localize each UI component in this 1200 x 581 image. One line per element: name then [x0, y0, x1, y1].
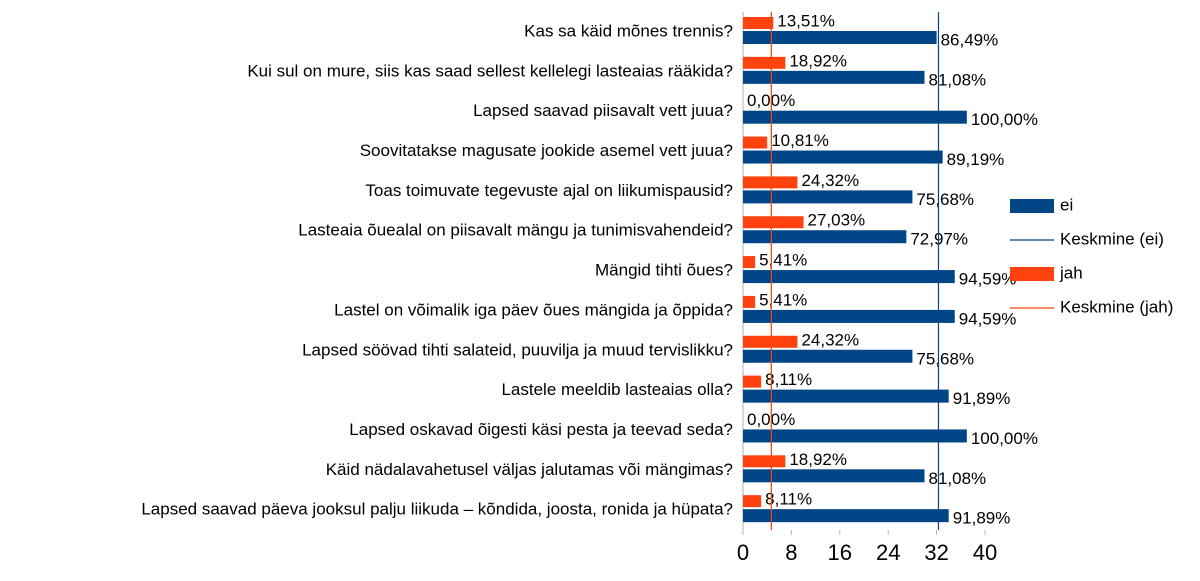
bar — [743, 389, 949, 403]
bar — [743, 136, 768, 149]
category-label: Lapsed saavad päeva jooksul palju liikud… — [141, 500, 733, 519]
legend-label: ei — [1060, 195, 1073, 214]
bar — [743, 230, 907, 244]
bar — [743, 176, 798, 189]
value-label: 18,92% — [789, 450, 847, 469]
value-label: 94,59% — [959, 309, 1017, 328]
value-label: 24,32% — [801, 171, 859, 190]
bar — [743, 110, 967, 124]
value-label: 10,81% — [771, 131, 829, 150]
value-label: 94,59% — [959, 270, 1017, 289]
value-label: 13,51% — [777, 11, 835, 30]
legend-label: Keskmine (jah) — [1060, 297, 1173, 316]
bar — [743, 150, 943, 164]
value-label: 91,89% — [953, 509, 1011, 528]
value-label: 81,08% — [929, 70, 987, 89]
value-label: 100,00% — [971, 429, 1038, 448]
legend-label: Keskmine (ei) — [1060, 229, 1164, 248]
bar — [743, 349, 913, 363]
value-label: 75,68% — [916, 190, 974, 209]
value-label: 5,41% — [759, 290, 807, 309]
category-label: Kui sul on mure, siis kas saad sellest k… — [247, 61, 733, 80]
category-label: Mängid tihti õues? — [595, 261, 733, 280]
bar — [743, 56, 786, 69]
value-label: 18,92% — [789, 51, 847, 70]
value-label: 72,97% — [910, 230, 968, 249]
value-label: 100,00% — [971, 110, 1038, 129]
legend-swatch — [1010, 267, 1054, 281]
bar — [743, 216, 804, 229]
bar — [743, 455, 786, 468]
category-label: Toas toimuvate tegevuste ajal on liikumi… — [365, 181, 733, 200]
category-label: Lastele meeldib lasteaias olla? — [501, 380, 733, 399]
legend-swatch — [1010, 199, 1054, 213]
x-tick-label: 32 — [924, 540, 948, 565]
value-label: 24,32% — [801, 330, 859, 349]
bar — [743, 495, 762, 508]
bar — [743, 70, 925, 84]
legend-label: jah — [1059, 263, 1083, 282]
x-tick-label: 16 — [828, 540, 852, 565]
bar — [743, 375, 762, 388]
bar — [743, 429, 967, 443]
bar — [743, 31, 937, 44]
bar — [743, 469, 925, 483]
bar — [743, 335, 798, 348]
value-label: 86,49% — [941, 30, 999, 49]
bar — [743, 270, 955, 284]
value-label: 5,41% — [759, 251, 807, 270]
category-label: Käid nädalavahetusel väljas jalutamas võ… — [326, 460, 733, 479]
bar — [743, 295, 756, 308]
value-label: 75,68% — [916, 349, 974, 368]
x-tick-label: 40 — [973, 540, 997, 565]
category-label: Soovitatakse magusate jookide asemel vet… — [360, 141, 733, 160]
value-label: 89,19% — [947, 150, 1005, 169]
value-label: 27,03% — [808, 211, 866, 230]
category-label: Lastel on võimalik iga päev õues mängida… — [334, 300, 733, 319]
bar — [743, 190, 913, 204]
category-label: Lapsed söövad tihti salateid, puuvilja j… — [302, 340, 733, 359]
category-label: Lapsed oskavad õigesti käsi pesta ja tee… — [349, 420, 733, 439]
bar — [743, 256, 756, 269]
bar — [743, 309, 955, 323]
value-label: 81,08% — [929, 469, 987, 488]
category-label: Lapsed saavad piisavalt vett juua? — [473, 101, 733, 120]
value-label: 8,11% — [765, 370, 812, 389]
category-label: Kas sa käid mõnes trennis? — [524, 21, 733, 40]
value-label: 91,89% — [953, 389, 1011, 408]
x-tick-label: 0 — [737, 540, 749, 565]
x-tick-label: 24 — [876, 540, 900, 565]
category-label: Lasteaia õuealal on piisavalt mängu ja t… — [298, 221, 733, 240]
value-label: 8,11% — [765, 490, 812, 509]
bar — [743, 17, 774, 29]
x-tick-label: 8 — [785, 540, 797, 565]
bar — [743, 509, 949, 523]
